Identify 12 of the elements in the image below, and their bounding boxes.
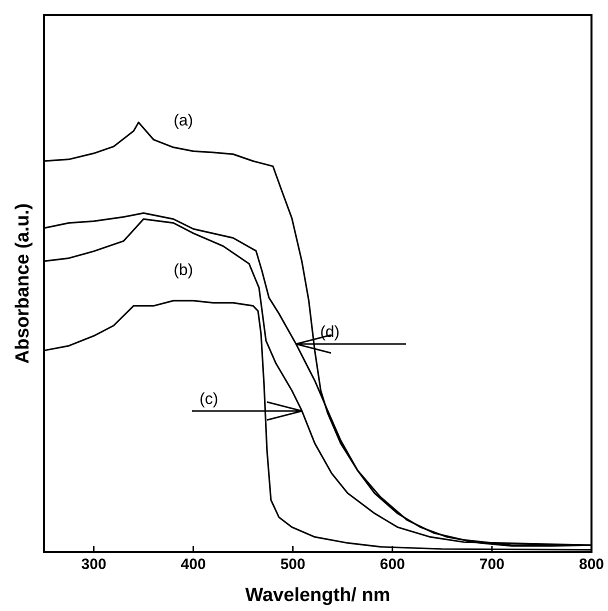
x-axis-title: Wavelength/ nm [245,584,390,606]
x-tick-label: 700 [479,556,504,574]
annotation: (c) [199,391,218,408]
x-tick-label: 800 [578,556,604,574]
y-axis-title: Absorbance (a.u.) [12,203,34,364]
annotation: (a) [174,112,194,130]
x-tick-label: 500 [280,556,306,574]
annotation: (d) [320,324,340,342]
x-tick-label: 400 [180,556,206,574]
x-tick-label: 300 [81,556,106,574]
annotation: (b) [174,262,194,280]
x-tick-label: 600 [380,556,405,574]
